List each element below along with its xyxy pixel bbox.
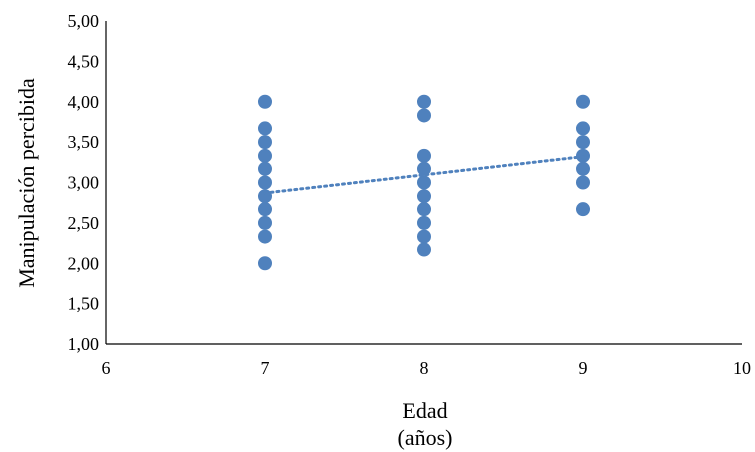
data-point: [576, 135, 590, 150]
x-tick-label: 8: [420, 358, 429, 378]
data-point: [417, 202, 431, 217]
data-point: [258, 229, 272, 244]
y-tick-label: 3,50: [68, 132, 100, 152]
y-tick-label: 4,50: [68, 51, 100, 71]
data-point: [258, 148, 272, 163]
data-point: [258, 202, 272, 217]
x-tick-label: 7: [261, 358, 270, 378]
data-point: [576, 202, 590, 217]
data-point: [417, 242, 431, 257]
data-point: [417, 175, 431, 190]
y-axis-title: Manipulación percibida: [14, 78, 39, 288]
data-point: [417, 108, 431, 123]
x-tick-label: 6: [102, 358, 111, 378]
data-point: [417, 215, 431, 230]
data-point: [417, 161, 431, 176]
y-tick-labels: 1,00 1,50 2,00 2,50 3,00 3,50 4,00 4,50 5,00: [68, 11, 100, 354]
data-point: [417, 148, 431, 163]
y-tick-label: 1,50: [68, 294, 100, 314]
data-point: [258, 121, 272, 136]
x-axis-title-units: (años): [398, 425, 453, 450]
data-point: [258, 175, 272, 190]
data-point: [258, 189, 272, 204]
data-point: [576, 121, 590, 136]
y-tick-label: 3,00: [68, 173, 100, 193]
y-tick-label: 1,00: [68, 334, 100, 354]
data-point: [417, 229, 431, 244]
y-tick-label: 2,50: [68, 213, 100, 233]
data-point: [576, 175, 590, 190]
y-tick-label: 5,00: [68, 11, 100, 31]
data-point: [576, 161, 590, 176]
data-point: [258, 94, 272, 109]
data-point: [258, 256, 272, 271]
data-point: [258, 135, 272, 150]
x-tick-labels: 6 7 8 9 10: [102, 358, 752, 378]
y-tick-label: 2,00: [68, 253, 100, 273]
data-point: [417, 189, 431, 204]
x-tick-label: 9: [579, 358, 588, 378]
data-point: [258, 215, 272, 230]
data-point: [576, 94, 590, 109]
y-tick-label: 4,00: [68, 92, 100, 112]
trendline: [263, 155, 585, 195]
data-point: [258, 161, 272, 176]
x-axis-title: Edad: [402, 398, 447, 423]
data-point: [417, 94, 431, 109]
x-tick-label: 10: [733, 358, 751, 378]
data-points: [258, 94, 590, 271]
